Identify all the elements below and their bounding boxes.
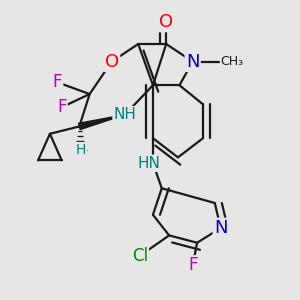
Text: O: O: [105, 53, 119, 71]
Text: F: F: [188, 256, 197, 274]
Text: N: N: [186, 53, 200, 71]
Text: N: N: [214, 219, 227, 237]
Text: H: H: [76, 143, 86, 157]
Text: HN: HN: [137, 156, 160, 171]
Text: F: F: [52, 73, 62, 91]
Text: Cl: Cl: [132, 247, 148, 265]
Text: NH: NH: [113, 107, 136, 122]
Text: F: F: [57, 98, 66, 116]
Text: O: O: [159, 13, 173, 31]
Text: CH₃: CH₃: [221, 55, 244, 68]
Polygon shape: [79, 115, 125, 130]
